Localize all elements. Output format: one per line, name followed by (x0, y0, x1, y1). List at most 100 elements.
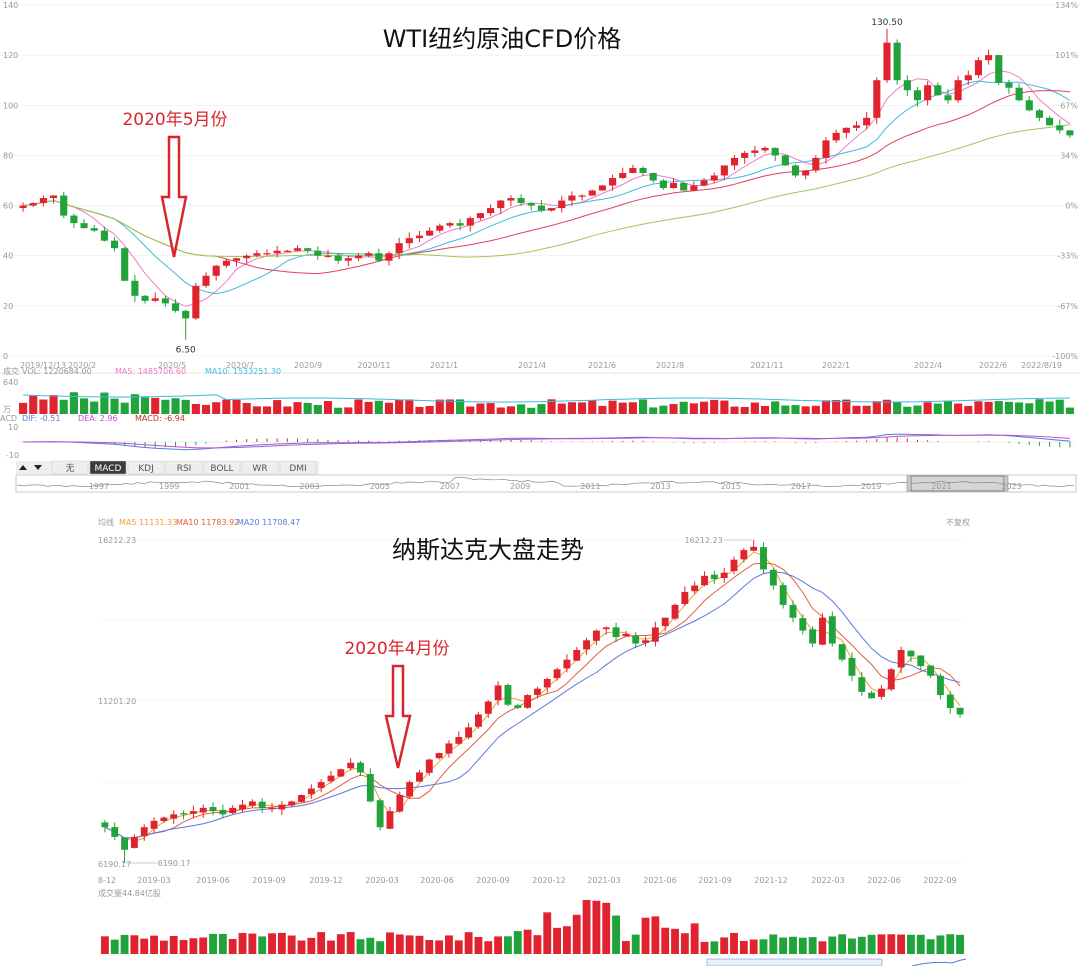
nasdaq-candle (602, 627, 610, 630)
nasdaq-navigator-window[interactable] (706, 958, 883, 967)
wti-x-tick: 2022/4 (914, 361, 942, 370)
wti-candle (537, 205, 545, 211)
nasdaq-candle (838, 644, 846, 660)
wti-candle (466, 218, 474, 226)
timeline-year: 1997 (89, 482, 109, 491)
nasdaq-volume-bar (936, 935, 945, 954)
wti-volume-bar (384, 402, 394, 414)
indicator-tab-kdj[interactable] (127, 460, 165, 475)
timeline-year: 2015 (721, 482, 741, 491)
timeline-year: 2009 (510, 482, 530, 491)
wti-candle (354, 255, 363, 259)
wti-candle (334, 255, 342, 261)
wti-volume-bar (771, 401, 780, 414)
nasdaq-ma-line-1 (104, 551, 961, 842)
wti-volume-bar (395, 399, 404, 414)
nasdaq-candle (366, 774, 374, 802)
nasdaq-candle (484, 701, 492, 714)
wti-pct-tick: 34% (1060, 151, 1078, 160)
wti-candle (385, 253, 393, 261)
nasdaq-candle (288, 801, 296, 806)
wti-volume-bar (201, 404, 211, 414)
wti-volume-bar (29, 395, 38, 414)
wti-candle (212, 265, 220, 276)
nasdaq-candle (307, 788, 315, 795)
timeline-year: 2017 (791, 482, 811, 491)
nasdaq-x-tick: 2019-06 (196, 876, 229, 885)
wti-volume-bar (994, 401, 1003, 414)
nasdaq-candle (927, 665, 935, 676)
wti-candle (903, 80, 911, 91)
nasdaq-candle (592, 630, 600, 641)
wti-volume-bars (19, 392, 1074, 414)
nasdaq-candle (651, 627, 659, 642)
wti-candle (822, 140, 830, 158)
wti-macd-dea: DEA: 2.96 (78, 414, 118, 423)
wti-volume-bar (79, 398, 89, 414)
wti-volume-bar (273, 400, 282, 414)
wti-volume-bar (303, 402, 312, 414)
wti-candle (578, 195, 586, 197)
indicator-tab-macd[interactable] (89, 460, 127, 475)
wti-candle (273, 250, 281, 254)
nasdaq-x-tick: 2019-09 (252, 876, 285, 885)
nasdaq-volume-bar (110, 939, 119, 954)
nasdaq-candle (730, 559, 738, 572)
nasdaq-volume-bar (376, 941, 385, 954)
wti-candle (283, 250, 291, 252)
wti-candle (263, 253, 271, 255)
indicator-tab-wr[interactable] (241, 460, 279, 475)
nasdaq-candle (425, 759, 433, 773)
nasdaq-candle (887, 669, 895, 690)
wti-y-tick: 40 (3, 252, 13, 261)
wti-y-tick: 80 (3, 151, 13, 160)
triangle-down-icon[interactable] (34, 465, 42, 470)
wti-candle (802, 170, 810, 176)
wti-candle (182, 310, 190, 319)
nasdaq-volume-bar (464, 932, 473, 954)
nasdaq-volume-bar (297, 940, 306, 954)
nasdaq-candle (494, 685, 502, 701)
nasdaq-volume-bar (159, 940, 168, 954)
indicator-tab-rsi[interactable] (165, 460, 203, 475)
nasdaq-candle (661, 617, 669, 627)
timeline-year: 2023 (1001, 482, 1021, 491)
wti-candle (426, 230, 434, 236)
nasdaq-x-tick: 2020-09 (476, 876, 509, 885)
indicator-tab-dmi[interactable] (279, 460, 317, 475)
nasdaq-volume-bar (838, 934, 847, 954)
timeline-left-handle[interactable] (906, 475, 912, 492)
triangle-up-icon[interactable] (19, 465, 27, 470)
nasdaq-candle (170, 814, 178, 819)
timeline-year: 2007 (440, 482, 460, 491)
nasdaq-volume-bar (946, 934, 955, 954)
wti-x-tick: 2019/12/13 (20, 361, 66, 370)
nasdaq-y-tick-mid: 11201.20 (98, 697, 136, 706)
timeline-selection-window[interactable] (910, 475, 1005, 492)
nasdaq-volume-bar (395, 934, 404, 954)
wti-candle (151, 298, 159, 301)
indicator-tab-boll[interactable] (203, 460, 241, 475)
wti-candle (1025, 100, 1033, 111)
wti-candle (70, 215, 78, 224)
nasdaq-navigator-trace (911, 958, 967, 967)
indicator-tab-label: RSI (177, 464, 192, 474)
wti-candle (131, 280, 139, 296)
wti-volume-bar (1015, 402, 1024, 414)
timeline-right-handle[interactable] (1003, 475, 1009, 492)
wti-volume-bar (59, 399, 68, 414)
nasdaq-volume-bar (484, 941, 493, 954)
timeline-navigator[interactable] (15, 474, 1077, 493)
wti-volume-bar (232, 399, 241, 414)
nasdaq-legend-ma5: MA5 11131.33 (119, 518, 177, 527)
wti-pct-tick: -33% (1057, 252, 1078, 261)
arrow-down-icon (384, 664, 412, 769)
nasdaq-x-tick: 2022-03 (811, 876, 844, 885)
wti-y-tick: 0 (3, 352, 8, 361)
wti-volume-bar (832, 400, 841, 414)
wti-volume-bar (557, 403, 566, 414)
indicator-tab-无[interactable] (51, 460, 89, 475)
nasdaq-candle (750, 546, 758, 551)
wti-pct-tick: -67% (1057, 302, 1078, 311)
nasdaq-volume-bar (248, 933, 257, 954)
